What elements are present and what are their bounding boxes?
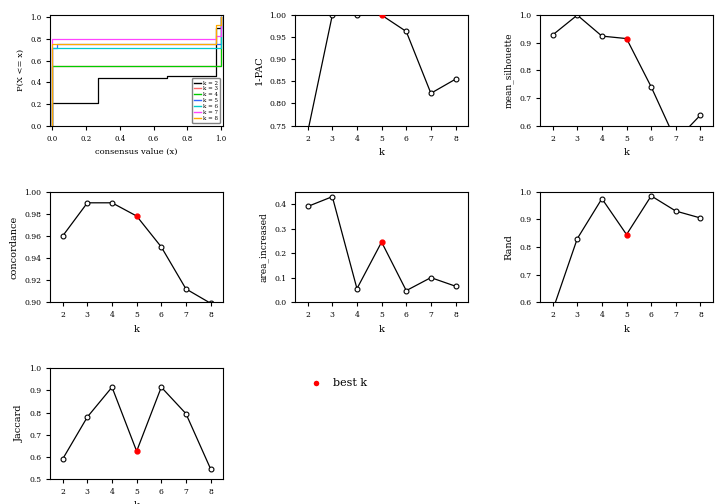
Y-axis label: concordance: concordance bbox=[10, 215, 19, 279]
X-axis label: k: k bbox=[134, 501, 140, 504]
Y-axis label: area_increased: area_increased bbox=[258, 212, 269, 282]
Y-axis label: 1-PAC: 1-PAC bbox=[255, 55, 264, 85]
X-axis label: k: k bbox=[624, 148, 629, 157]
Y-axis label: mean_silhouette: mean_silhouette bbox=[504, 33, 513, 108]
X-axis label: consensus value (x): consensus value (x) bbox=[95, 148, 178, 156]
Legend: best k: best k bbox=[301, 374, 372, 393]
Legend: k = 2, k = 3, k = 4, k = 5, k = 6, k = 7, k = 8: k = 2, k = 3, k = 4, k = 5, k = 6, k = 7… bbox=[192, 78, 220, 123]
Y-axis label: Rand: Rand bbox=[505, 234, 513, 260]
X-axis label: k: k bbox=[624, 325, 629, 334]
Y-axis label: P(X <= x): P(X <= x) bbox=[17, 49, 24, 91]
X-axis label: k: k bbox=[134, 325, 140, 334]
Y-axis label: Jaccard: Jaccard bbox=[14, 405, 24, 443]
X-axis label: k: k bbox=[379, 325, 384, 334]
X-axis label: k: k bbox=[379, 148, 384, 157]
